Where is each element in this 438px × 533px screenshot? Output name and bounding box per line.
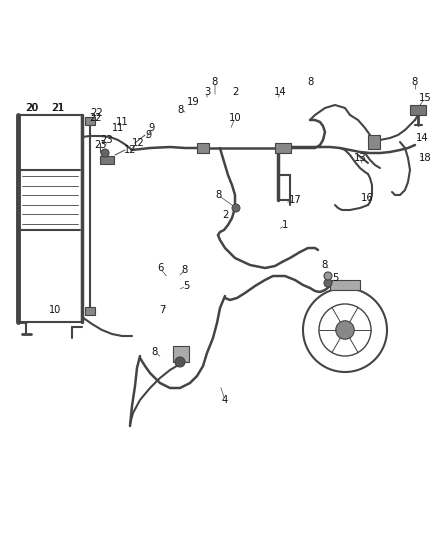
Text: 5: 5 [183, 281, 189, 291]
Bar [197, 143, 209, 153]
Text: 16: 16 [360, 193, 373, 203]
Text: 8: 8 [307, 77, 313, 87]
Text: 4: 4 [222, 395, 228, 405]
Circle shape [101, 149, 109, 157]
Text: 8: 8 [212, 77, 218, 87]
Text: 2: 2 [232, 87, 238, 97]
Text: 8: 8 [322, 260, 328, 270]
Text: 23: 23 [101, 135, 113, 145]
Circle shape [175, 357, 185, 367]
Text: 14: 14 [416, 133, 428, 143]
Text: 22: 22 [91, 108, 103, 118]
Circle shape [324, 279, 332, 287]
Text: 10: 10 [229, 113, 241, 123]
Text: 9: 9 [149, 123, 155, 133]
Text: 7: 7 [159, 305, 165, 315]
Text: 22: 22 [89, 113, 101, 123]
Text: 12: 12 [124, 145, 136, 155]
Text: 8: 8 [152, 347, 158, 357]
Text: 13: 13 [354, 153, 366, 163]
Bar [330, 280, 360, 290]
Text: 6: 6 [157, 263, 163, 273]
Bar [275, 143, 291, 153]
Bar [18, 115, 82, 322]
Circle shape [232, 204, 240, 212]
Bar [85, 307, 95, 315]
Text: 19: 19 [187, 97, 199, 107]
Text: 20: 20 [26, 103, 38, 113]
Text: 8: 8 [215, 190, 221, 200]
Text: 8: 8 [412, 77, 418, 87]
Bar [173, 346, 189, 362]
Text: 11: 11 [116, 117, 128, 127]
Text: 2: 2 [222, 210, 228, 220]
Text: 21: 21 [52, 103, 64, 113]
Bar [368, 135, 380, 149]
Text: 10: 10 [49, 305, 61, 315]
Text: 11: 11 [112, 123, 124, 133]
Circle shape [324, 272, 332, 280]
Bar [410, 105, 426, 115]
Text: 5: 5 [332, 273, 338, 283]
Text: 12: 12 [132, 138, 145, 148]
Text: 14: 14 [274, 87, 286, 97]
Text: 23: 23 [94, 140, 106, 150]
Bar [100, 156, 114, 164]
Text: 21: 21 [52, 103, 64, 113]
Circle shape [336, 321, 354, 339]
Text: 1: 1 [282, 220, 288, 230]
Text: 20: 20 [26, 103, 38, 113]
Text: 3: 3 [204, 87, 210, 97]
Text: 8: 8 [177, 105, 183, 115]
Text: 8: 8 [182, 265, 188, 275]
Text: 15: 15 [419, 93, 431, 103]
Bar [85, 117, 95, 125]
Text: 17: 17 [289, 195, 301, 205]
Text: 18: 18 [419, 153, 431, 163]
Text: 9: 9 [145, 130, 151, 140]
